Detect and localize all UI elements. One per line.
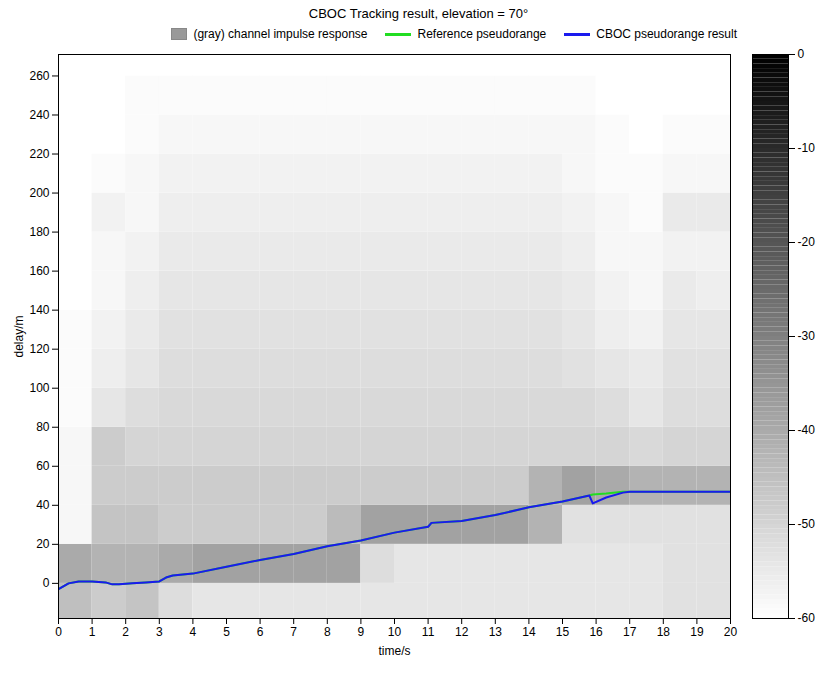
svg-text:5: 5 xyxy=(223,625,230,639)
html-text:CBOC Tracking result, elevatio: CBOC Tracking result, elevation = 70° xyxy=(308,6,529,21)
svg-text:17: 17 xyxy=(623,625,637,639)
svg-text:-60: -60 xyxy=(798,611,816,625)
svg-text:19: 19 xyxy=(690,625,704,639)
svg-text:20: 20 xyxy=(36,537,50,551)
svg-text:0: 0 xyxy=(798,47,805,61)
svg-text:2: 2 xyxy=(122,625,129,639)
svg-text:-10: -10 xyxy=(798,141,816,155)
html-text:(gray) channel impulse respons: (gray) channel impulse response xyxy=(193,27,368,41)
svg-text:11: 11 xyxy=(422,625,435,639)
svg-text:200: 200 xyxy=(29,186,49,200)
svg-text:3: 3 xyxy=(156,625,163,639)
svg-text:120: 120 xyxy=(29,342,49,356)
svg-text:13: 13 xyxy=(489,625,503,639)
svg-text:8: 8 xyxy=(324,625,331,639)
svg-text:-20: -20 xyxy=(798,235,816,249)
svg-text:16: 16 xyxy=(589,625,603,639)
svg-text:18: 18 xyxy=(657,625,671,639)
svg-text:0: 0 xyxy=(43,576,50,590)
svg-text:260: 260 xyxy=(29,69,49,83)
svg-text:180: 180 xyxy=(29,225,49,239)
svg-text:40: 40 xyxy=(36,498,50,512)
svg-text:20: 20 xyxy=(724,625,738,639)
html-text:CBOC pseudorange result: CBOC pseudorange result xyxy=(596,27,737,41)
svg-text:140: 140 xyxy=(29,303,49,317)
svg-text:160: 160 xyxy=(29,264,49,278)
svg-text:9: 9 xyxy=(358,625,365,639)
svg-text:1: 1 xyxy=(89,625,96,639)
svg-text:4: 4 xyxy=(190,625,197,639)
svg-text:240: 240 xyxy=(29,108,49,122)
svg-text:delay/m: delay/m xyxy=(12,315,26,357)
svg-text:14: 14 xyxy=(522,625,536,639)
svg-text:0: 0 xyxy=(55,625,62,639)
html-text:Reference pseudorange: Reference pseudorange xyxy=(417,27,547,41)
svg-text:time/s: time/s xyxy=(378,644,410,658)
svg-text:60: 60 xyxy=(36,459,50,473)
svg-text:12: 12 xyxy=(455,625,469,639)
svg-text:80: 80 xyxy=(36,420,50,434)
svg-text:-40: -40 xyxy=(798,423,816,437)
svg-text:220: 220 xyxy=(29,147,49,161)
svg-text:100: 100 xyxy=(29,381,49,395)
svg-text:15: 15 xyxy=(556,625,570,639)
svg-text:-30: -30 xyxy=(798,329,816,343)
svg-text:7: 7 xyxy=(290,625,297,639)
svg-text:-50: -50 xyxy=(798,517,816,531)
svg-text:6: 6 xyxy=(257,625,264,639)
svg-text:10: 10 xyxy=(388,625,402,639)
